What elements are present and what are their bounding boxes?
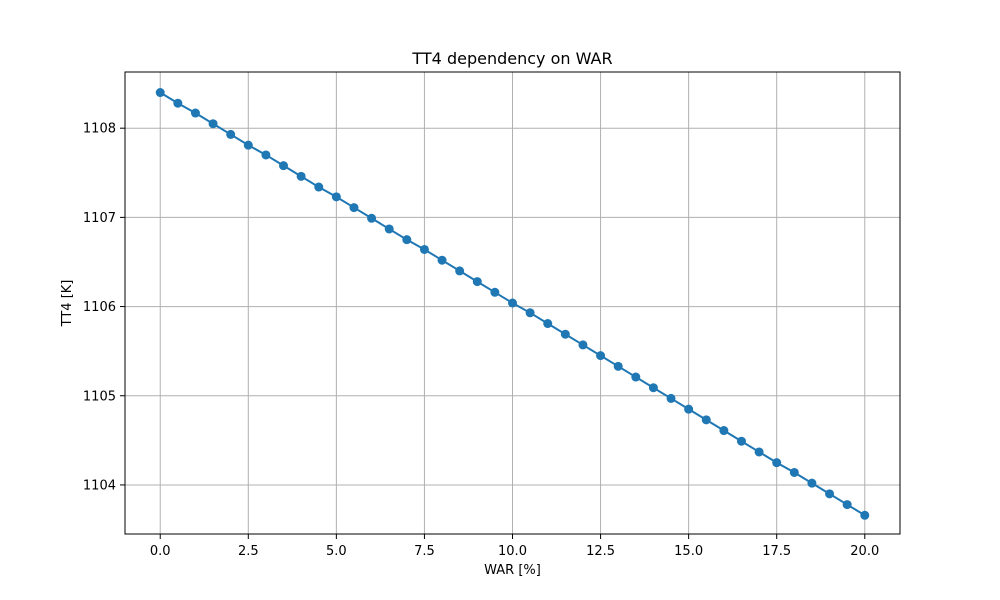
y-tick-label: 1104 [83,478,116,493]
x-axis-label: WAR [%] [484,563,541,578]
x-tick-label: 5.0 [326,544,347,559]
y-tick-label: 1107 [83,211,116,226]
data-point [226,129,236,139]
data-point [349,203,359,213]
data-point [208,119,218,129]
y-axis-label: TT4 [K] [60,280,75,328]
y-tick-label: 1106 [83,300,116,315]
data-point [596,351,606,361]
data-point [666,393,676,403]
data-point [419,244,429,254]
data-point [631,372,641,382]
data-point [807,478,817,488]
data-point [754,447,764,457]
y-tick-label: 1108 [83,122,116,137]
data-point [842,500,852,510]
data-point [279,161,289,171]
data-point [472,277,482,287]
x-tick-label: 12.5 [586,544,615,559]
x-tick-label: 10.0 [498,544,527,559]
x-tick-label: 0.0 [150,544,171,559]
x-tick-label: 7.5 [414,544,435,559]
data-point [367,213,377,223]
x-tick-label: 20.0 [850,544,879,559]
data-point [384,224,394,234]
data-point [261,150,271,160]
data-point [772,458,782,468]
chart-title: TT4 dependency on WAR [411,49,612,68]
series-markers [155,88,870,520]
data-point [684,404,694,414]
data-point [243,140,253,150]
data-point [190,108,200,118]
data-point [525,308,535,318]
data-point [560,329,570,339]
x-tick-label: 17.5 [762,544,791,559]
data-point [508,298,517,308]
x-axis-ticks: 0.0 2.5 5.0 7.5 10.0 12.5 15.0 17.5 20.0 [150,534,879,559]
data-point [860,510,870,520]
y-axis-ticks: 1104 1105 1106 1107 1108 [83,122,125,493]
data-point [155,88,165,98]
y-tick-label: 1105 [83,389,116,404]
data-point [296,171,306,181]
data-point [314,182,324,192]
data-point [789,467,799,477]
data-point [719,426,729,436]
data-point [578,340,588,350]
data-point [825,489,835,499]
data-point [543,319,553,329]
data-point [490,287,500,297]
data-point [648,383,658,393]
data-point [437,255,447,265]
data-point [331,192,341,202]
data-point [701,415,711,425]
data-point [736,436,746,446]
data-point [455,266,465,276]
data-point [173,98,183,108]
grid [125,72,900,534]
x-tick-label: 2.5 [238,544,259,559]
x-tick-label: 15.0 [674,544,703,559]
data-point [613,361,623,371]
data-point [402,235,412,245]
